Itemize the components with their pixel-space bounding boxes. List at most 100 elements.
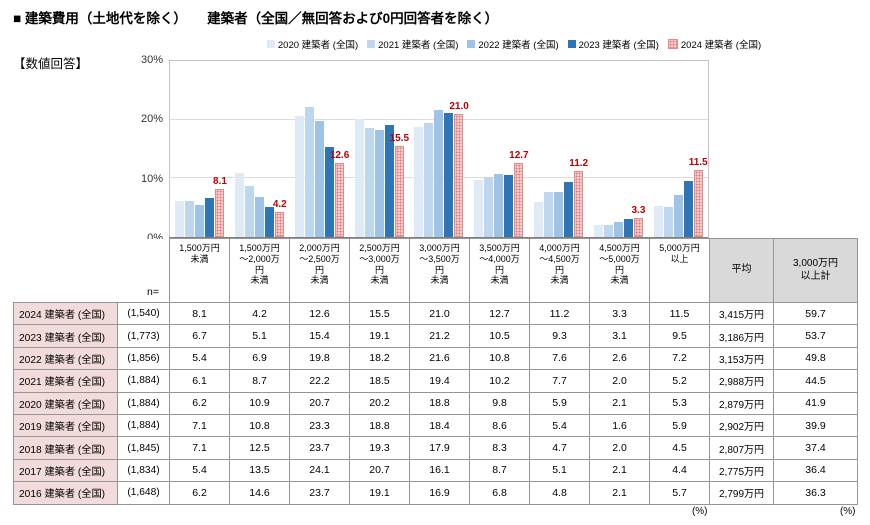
value-cell: 23.7 xyxy=(289,481,350,505)
bar xyxy=(603,225,613,237)
total-cell: 53.7 xyxy=(773,324,858,348)
row-label-cell: 2019 建築者 (全国) xyxy=(13,413,118,438)
value-cell: 18.8 xyxy=(349,413,410,438)
legend-swatch-icon xyxy=(567,40,576,48)
n-cell: (1,845) xyxy=(117,436,170,460)
bar-value-label: 4.2 xyxy=(272,199,287,211)
bar-group: 21.0 xyxy=(409,61,469,237)
value-cell: 14.6 xyxy=(229,481,290,505)
bar xyxy=(195,205,205,237)
bar xyxy=(434,110,444,237)
row-label-cell: 2023 建築者 (全国) xyxy=(13,324,118,348)
bar-value-label: 3.3 xyxy=(631,204,646,216)
legend-swatch-icon xyxy=(367,40,376,48)
bar xyxy=(294,115,304,237)
value-cell: 21.6 xyxy=(409,346,470,371)
value-cell: 8.3 xyxy=(469,436,530,460)
table-row: 2017 建築者 (全国) (1,834) 5.4 13.5 24.1 20.7 16.1 8… xyxy=(13,458,858,483)
value-cell: 12.7 xyxy=(469,301,530,326)
average-cell: 2,902万円 xyxy=(709,413,774,438)
bar xyxy=(444,112,454,237)
value-cell: 19.3 xyxy=(349,436,410,460)
total-cell: 41.9 xyxy=(773,391,858,415)
value-cell: 20.2 xyxy=(349,391,410,415)
bar xyxy=(683,181,693,237)
value-cell: 5.9 xyxy=(649,413,710,438)
n-cell: (1,884) xyxy=(117,413,170,438)
n-cell: (1,648) xyxy=(117,481,170,505)
value-cell: 11.2 xyxy=(529,301,590,326)
value-cell: 19.1 xyxy=(349,481,410,505)
footer-blank-cell xyxy=(289,504,350,520)
legend-item: 2021 建築者 (全国) xyxy=(367,37,458,51)
value-cell: 16.1 xyxy=(409,458,470,483)
category-header-cell: 4,500万円 ～5,000万 円 未満 xyxy=(589,238,650,303)
bar xyxy=(663,206,673,237)
legend-item: 2024 建築者 (全国) xyxy=(667,37,761,51)
bar-value-label: 21.0 xyxy=(449,100,469,112)
total-cell: 36.3 xyxy=(773,481,858,505)
value-cell: 9.5 xyxy=(649,324,710,348)
value-cell: 2.0 xyxy=(589,369,650,393)
bar xyxy=(364,128,374,237)
value-cell: 10.9 xyxy=(229,391,290,415)
bar xyxy=(504,175,514,237)
bar-group: 8.1 xyxy=(170,61,230,237)
value-cell: 7.2 xyxy=(649,346,710,371)
category-header-cell: 3,000万円 ～3,500万 円 未満 xyxy=(409,238,470,303)
footer-blank-cell xyxy=(589,504,650,520)
row-label-cell: 2024 建築者 (全国) xyxy=(13,301,118,326)
bar xyxy=(354,118,364,237)
bar xyxy=(544,191,554,237)
bar xyxy=(235,173,245,237)
value-cell: 5.4 xyxy=(169,346,230,371)
value-cell: 6.9 xyxy=(229,346,290,371)
value-cell: 2.1 xyxy=(589,481,650,505)
value-cell: 5.1 xyxy=(229,324,290,348)
value-cell: 23.3 xyxy=(289,413,350,438)
value-cell: 3.3 xyxy=(589,301,650,326)
value-cell: 5.1 xyxy=(529,458,590,483)
average-cell: 2,879万円 xyxy=(709,391,774,415)
bar xyxy=(494,173,504,237)
table-row: 2023 建築者 (全国) (1,773) 6.7 5.1 15.4 19.1 21.2 10… xyxy=(13,324,858,348)
bar xyxy=(514,162,524,237)
value-cell: 7.1 xyxy=(169,436,230,460)
bar xyxy=(613,221,623,237)
category-header-cell: 5,000万円 以上 xyxy=(649,238,710,303)
value-cell: 6.2 xyxy=(169,391,230,415)
value-cell: 23.7 xyxy=(289,436,350,460)
table-row: 2016 建築者 (全国) (1,648) 6.2 14.6 23.7 19.1 16.9 6… xyxy=(13,481,858,505)
value-cell: 6.2 xyxy=(169,481,230,505)
legend-swatch-icon xyxy=(667,39,678,49)
table-row: 2022 建築者 (全国) (1,856) 5.4 6.9 19.8 18.2 21.6 10… xyxy=(13,346,858,371)
value-cell: 8.6 xyxy=(469,413,530,438)
average-cell: 2,799万円 xyxy=(709,481,774,505)
value-cell: 19.1 xyxy=(349,324,410,348)
average-cell: 2,988万円 xyxy=(709,369,774,393)
category-header-cell: 4,000万円 ～4,500万 円 未満 xyxy=(529,238,590,303)
value-cell: 4.4 xyxy=(649,458,710,483)
average-cell: 3,153万円 xyxy=(709,346,774,371)
response-type-label: 【数値回答】 xyxy=(13,57,89,71)
bar-value-label: 12.7 xyxy=(509,149,529,161)
bar xyxy=(324,146,334,237)
value-cell: 15.4 xyxy=(289,324,350,348)
table-row: 2020 建築者 (全国) (1,884) 6.2 10.9 20.7 20.2 18.8 9… xyxy=(13,391,858,415)
row-label-cell: 2021 建築者 (全国) xyxy=(13,369,118,393)
value-cell: 4.7 xyxy=(529,436,590,460)
row-label-cell: 2018 建築者 (全国) xyxy=(13,436,118,460)
value-cell: 7.1 xyxy=(169,413,230,438)
bar xyxy=(314,120,324,237)
value-cell: 18.8 xyxy=(409,391,470,415)
bar xyxy=(593,224,603,237)
average-cell: 2,775万円 xyxy=(709,458,774,483)
n-cell: (1,884) xyxy=(117,391,170,415)
value-cell: 7.6 xyxy=(529,346,590,371)
total-cell: 59.7 xyxy=(773,301,858,326)
bar xyxy=(623,218,633,237)
value-cell: 21.2 xyxy=(409,324,470,348)
bar-group: 11.2 xyxy=(529,61,589,237)
row-label-cell: 2020 建築者 (全国) xyxy=(13,391,118,415)
